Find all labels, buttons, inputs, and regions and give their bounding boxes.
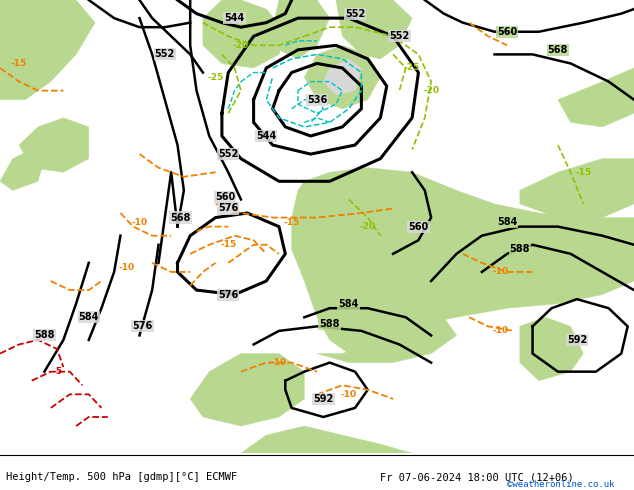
Text: 560: 560 bbox=[215, 192, 235, 202]
Text: 584: 584 bbox=[79, 312, 99, 322]
Text: 576: 576 bbox=[218, 203, 238, 214]
Text: -10: -10 bbox=[493, 268, 509, 276]
Polygon shape bbox=[190, 354, 304, 426]
Text: -20: -20 bbox=[359, 222, 376, 231]
Polygon shape bbox=[304, 46, 380, 109]
Text: -15: -15 bbox=[283, 218, 300, 226]
Text: 592: 592 bbox=[567, 335, 587, 345]
Polygon shape bbox=[558, 68, 634, 127]
Text: -25: -25 bbox=[207, 73, 224, 81]
Polygon shape bbox=[336, 0, 412, 59]
Text: 576: 576 bbox=[133, 321, 153, 331]
Text: -10: -10 bbox=[119, 263, 135, 272]
Text: -15: -15 bbox=[11, 59, 27, 68]
Polygon shape bbox=[241, 426, 412, 453]
Text: -10: -10 bbox=[493, 326, 509, 335]
Text: -25: -25 bbox=[404, 64, 420, 73]
Text: Fr 07-06-2024 18:00 UTC (12+06): Fr 07-06-2024 18:00 UTC (12+06) bbox=[380, 472, 574, 482]
Text: -10: -10 bbox=[271, 358, 287, 367]
Text: ©weatheronline.co.uk: ©weatheronline.co.uk bbox=[507, 480, 615, 489]
Text: 560: 560 bbox=[497, 27, 517, 37]
Text: -15: -15 bbox=[220, 240, 236, 249]
Polygon shape bbox=[323, 59, 361, 95]
Text: 576: 576 bbox=[218, 290, 238, 299]
Text: -5: -5 bbox=[52, 367, 62, 376]
Polygon shape bbox=[520, 159, 634, 218]
Text: 544: 544 bbox=[256, 131, 276, 141]
Text: 536: 536 bbox=[307, 95, 327, 105]
Polygon shape bbox=[203, 0, 285, 68]
Text: Height/Temp. 500 hPa [gdmp][°C] ECMWF: Height/Temp. 500 hPa [gdmp][°C] ECMWF bbox=[6, 472, 238, 482]
Polygon shape bbox=[0, 149, 44, 191]
Text: -20: -20 bbox=[423, 86, 439, 95]
Text: 568: 568 bbox=[171, 213, 191, 222]
Polygon shape bbox=[317, 318, 456, 363]
Text: -20: -20 bbox=[233, 41, 249, 50]
Text: -10: -10 bbox=[340, 390, 357, 399]
Text: -10: -10 bbox=[131, 218, 148, 226]
Text: 552: 552 bbox=[345, 9, 365, 19]
Text: 592: 592 bbox=[313, 394, 333, 404]
Text: -15: -15 bbox=[575, 168, 592, 177]
Text: 552: 552 bbox=[389, 31, 410, 41]
Text: 584: 584 bbox=[339, 299, 359, 309]
Text: 584: 584 bbox=[497, 217, 517, 227]
Text: 552: 552 bbox=[218, 149, 238, 159]
Text: 544: 544 bbox=[224, 13, 245, 23]
Text: 552: 552 bbox=[155, 49, 175, 59]
Polygon shape bbox=[520, 318, 583, 381]
Text: 588: 588 bbox=[34, 330, 55, 341]
Text: 560: 560 bbox=[408, 221, 429, 232]
Text: 568: 568 bbox=[548, 45, 568, 55]
Text: 588: 588 bbox=[510, 245, 530, 254]
Polygon shape bbox=[273, 0, 330, 59]
Polygon shape bbox=[292, 168, 634, 354]
Polygon shape bbox=[0, 0, 95, 99]
Polygon shape bbox=[19, 118, 89, 172]
Text: 588: 588 bbox=[320, 319, 340, 329]
